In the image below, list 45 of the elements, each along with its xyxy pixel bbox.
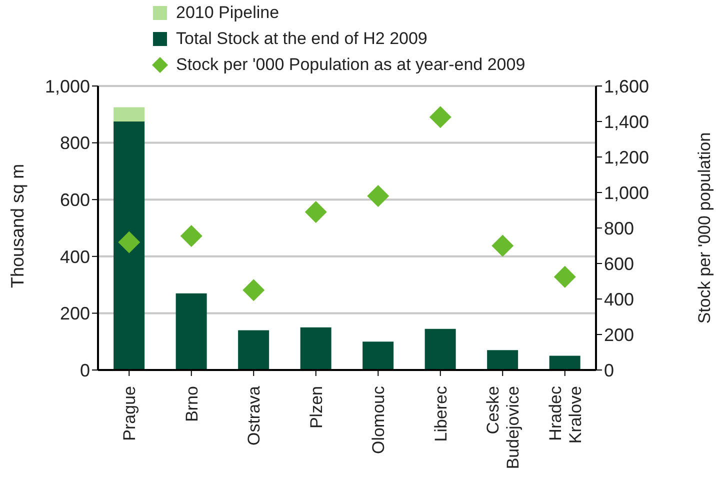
x-tick-label: Olomouc: [369, 386, 388, 454]
point: [118, 231, 140, 254]
legend-label: 2010 Pipeline: [176, 3, 280, 23]
y2-tick-label: 1,600: [604, 76, 650, 96]
point: [554, 266, 576, 288]
bar: [487, 350, 518, 370]
bar: [549, 356, 580, 370]
point: [180, 224, 202, 247]
x-tick-label: Ceske Budejovice: [484, 386, 523, 470]
point: [429, 106, 452, 128]
y-tick-label: 800: [60, 133, 90, 154]
x-tick-label: Brno: [182, 386, 202, 422]
y2-tick-label: 600: [604, 254, 634, 274]
y2-tick-label: 200: [604, 324, 634, 345]
y2-tick-label: 0: [604, 360, 614, 380]
point: [304, 201, 327, 224]
bar: [424, 328, 456, 370]
y-tick-label: 200: [60, 304, 90, 324]
x-tick-label: Hradec Kralove: [546, 386, 585, 444]
bar: [300, 327, 332, 370]
y2-tick-label: 1,400: [604, 112, 650, 132]
x-tick-label: Ostrava: [244, 385, 264, 446]
legend-label: Stock per '000 Population as at year-end 2009: [176, 55, 526, 75]
bar: [114, 122, 145, 370]
point: [242, 279, 265, 302]
bar: [362, 342, 394, 370]
point: [492, 234, 514, 257]
y2-tick-label: 400: [604, 289, 634, 310]
point: [367, 185, 390, 208]
x-tick-label: Liberec: [431, 386, 450, 442]
y-tick-label: 0: [80, 360, 90, 380]
y-tick-label: 1,000: [44, 76, 90, 96]
y-tick-label: 600: [60, 190, 90, 210]
bar: [176, 293, 207, 370]
bar: [114, 107, 145, 122]
legend-label: Total Stock at the end of H2 2009: [176, 29, 428, 49]
y2-tick-label: 1,000: [604, 182, 650, 203]
x-tick-label: Prague: [120, 386, 140, 441]
y-axis-title: Thousand sq m: [7, 164, 28, 288]
y2-axis-title: Stock per '000 population: [695, 132, 714, 324]
x-tick-label: Plzen: [306, 386, 326, 429]
bar: [238, 330, 270, 370]
y-tick-label: 400: [60, 246, 90, 267]
y2-tick-label: 800: [604, 218, 634, 238]
y2-tick-label: 1,200: [604, 147, 650, 168]
